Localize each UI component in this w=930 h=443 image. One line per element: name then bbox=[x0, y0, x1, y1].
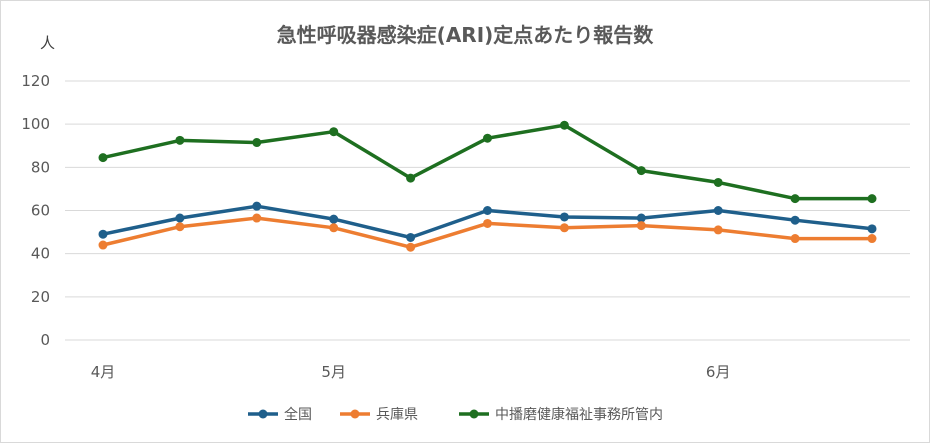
data-point bbox=[98, 153, 108, 163]
series-group bbox=[98, 120, 877, 252]
data-point bbox=[483, 133, 492, 143]
x-tick-label: 4月 bbox=[91, 363, 116, 381]
data-point bbox=[329, 223, 339, 233]
data-point bbox=[790, 234, 800, 244]
data-point bbox=[713, 177, 723, 187]
data-point bbox=[406, 242, 416, 252]
data-point bbox=[559, 120, 569, 130]
legend-label: 中播磨健康福祉事務所管内 bbox=[495, 406, 663, 423]
y-axis-unit-label: 人 bbox=[40, 34, 55, 52]
legend-label: 全国 bbox=[284, 406, 312, 423]
data-point bbox=[636, 221, 646, 231]
legend-item: 全国 bbox=[248, 406, 312, 423]
data-point bbox=[98, 240, 108, 250]
chart-title: 急性呼吸器感染症(ARI)定点あたり報告数 bbox=[277, 23, 655, 47]
data-point bbox=[636, 213, 646, 223]
legend-swatch-marker bbox=[350, 409, 360, 419]
legend: 全国 兵庫県 中播磨健康福祉事務所管内 bbox=[248, 406, 663, 423]
data-point bbox=[790, 215, 800, 225]
series-2 bbox=[98, 120, 877, 204]
x-axis-ticks: 4月 5月 6月 bbox=[91, 363, 731, 381]
legend-swatch-marker bbox=[469, 409, 479, 419]
series-0 bbox=[98, 201, 877, 242]
y-tick-label: 100 bbox=[21, 115, 50, 133]
y-tick-label: 60 bbox=[31, 202, 50, 220]
data-point bbox=[98, 229, 108, 239]
y-tick-label: 0 bbox=[40, 331, 50, 349]
data-point bbox=[867, 194, 877, 204]
data-point bbox=[713, 225, 723, 235]
legend-item: 中播磨健康福祉事務所管内 bbox=[459, 406, 663, 423]
x-tick-label: 5月 bbox=[321, 363, 346, 381]
data-point bbox=[406, 232, 416, 242]
data-point bbox=[252, 138, 262, 148]
data-point bbox=[175, 213, 185, 223]
legend-label: 兵庫県 bbox=[376, 406, 418, 423]
data-point bbox=[406, 173, 416, 183]
data-point bbox=[713, 206, 723, 215]
data-point bbox=[559, 212, 569, 222]
x-tick-label: 6月 bbox=[706, 363, 731, 381]
data-point bbox=[175, 222, 185, 232]
data-point bbox=[483, 218, 492, 228]
y-tick-label: 80 bbox=[31, 158, 50, 176]
y-axis-ticks: 0 20 40 60 80 100 120 bbox=[21, 72, 50, 349]
data-point bbox=[329, 214, 339, 224]
gridlines bbox=[65, 80, 910, 341]
legend-swatch-marker bbox=[258, 409, 268, 419]
legend-item: 兵庫県 bbox=[340, 406, 418, 423]
data-point bbox=[252, 213, 262, 223]
data-point bbox=[559, 223, 569, 233]
data-point bbox=[329, 127, 339, 137]
data-point bbox=[867, 224, 877, 234]
y-tick-label: 20 bbox=[31, 288, 50, 306]
y-tick-label: 120 bbox=[21, 72, 50, 90]
data-point bbox=[790, 194, 800, 204]
series-1 bbox=[98, 213, 877, 252]
data-point bbox=[175, 135, 185, 145]
data-point bbox=[867, 234, 877, 244]
data-point bbox=[483, 206, 492, 215]
data-point bbox=[252, 201, 262, 211]
y-tick-label: 40 bbox=[31, 245, 50, 263]
data-point bbox=[636, 166, 646, 176]
